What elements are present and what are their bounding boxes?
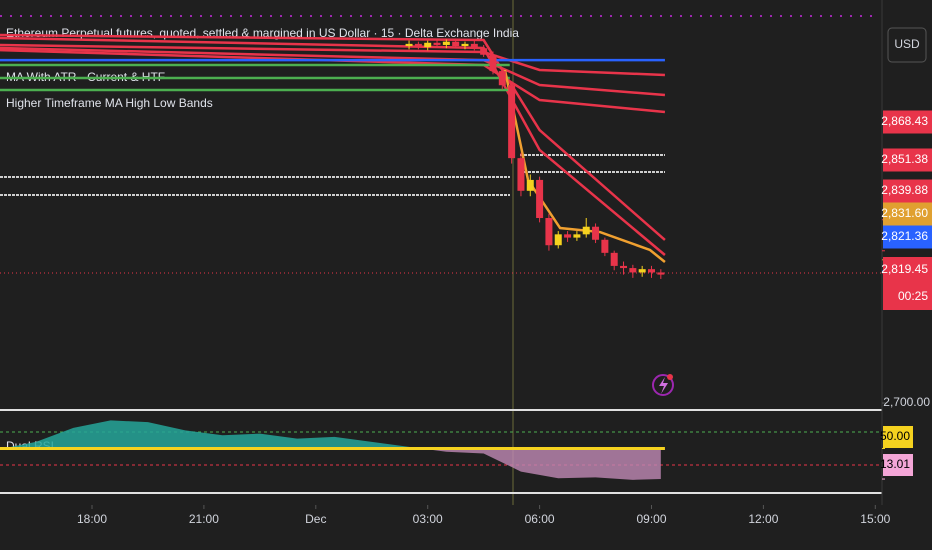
rsi-label: 13.01 xyxy=(880,457,910,471)
candle-body xyxy=(582,226,590,235)
price-label-box xyxy=(883,257,932,310)
x-tick-label: 12:00 xyxy=(748,512,778,526)
rsi-area-above xyxy=(2,420,661,449)
candle-body xyxy=(545,218,553,246)
price-label-box xyxy=(883,202,932,226)
candle-body xyxy=(480,48,488,55)
price-label-box xyxy=(883,225,932,249)
rsi-label: 50.00 xyxy=(880,429,910,443)
x-tick-label: 15:00 xyxy=(860,512,890,526)
candle-body xyxy=(508,85,516,159)
candle-body xyxy=(526,179,534,191)
price-label: 2,839.88 xyxy=(881,183,928,197)
candle-body xyxy=(638,269,646,273)
price-pane xyxy=(0,33,666,279)
logo-icon xyxy=(652,374,674,396)
price-label-box xyxy=(883,148,932,172)
candle-body xyxy=(442,41,450,45)
x-tick-label: 03:00 xyxy=(413,512,443,526)
indicator-line xyxy=(0,46,666,97)
rsi-label-box xyxy=(883,454,913,476)
price-label: 2,851.38 xyxy=(881,152,928,166)
candle-body xyxy=(452,41,460,47)
price-label: 2,819.45 xyxy=(881,262,928,276)
candle-body xyxy=(601,239,609,253)
candle-body xyxy=(517,158,525,191)
x-tick-label: 18:00 xyxy=(77,512,107,526)
candle-body xyxy=(489,54,497,72)
candle-body xyxy=(498,71,506,86)
price-label: 2,831.60 xyxy=(881,206,928,220)
rsi-label-box xyxy=(883,426,913,448)
candle-body xyxy=(610,252,618,266)
candle-body xyxy=(433,42,441,45)
indicator-name: Higher Timeframe MA High Low Bands xyxy=(6,96,213,110)
price-label: 2,868.43 xyxy=(881,114,928,128)
candle-body xyxy=(592,226,600,240)
candle-body xyxy=(648,269,655,273)
x-tick-label: 21:00 xyxy=(189,512,219,526)
price-label-box xyxy=(883,110,932,134)
x-tick-label: 09:00 xyxy=(636,512,666,526)
price-label: 2,821.36 xyxy=(881,229,928,243)
currency[interactable]: USD xyxy=(894,37,920,51)
candle-body xyxy=(629,268,637,273)
candle-body xyxy=(573,234,581,238)
y-tick-label: 2,700.00 xyxy=(883,395,930,409)
candle-body xyxy=(414,43,422,48)
candle-body xyxy=(461,43,469,47)
candle-body xyxy=(564,234,572,238)
currency-button[interactable] xyxy=(887,27,927,63)
candle-body xyxy=(470,43,478,49)
x-tick-label: 06:00 xyxy=(525,512,555,526)
candle-body xyxy=(424,42,432,48)
candle-body xyxy=(554,234,562,246)
candle-body xyxy=(536,179,544,219)
countdown: 00:25 xyxy=(898,289,928,303)
price-label-box xyxy=(883,179,932,203)
rsi-area-below xyxy=(421,448,661,480)
x-tick-label: Dec xyxy=(305,512,326,526)
candle-body xyxy=(405,43,413,47)
candle-body xyxy=(620,265,628,269)
